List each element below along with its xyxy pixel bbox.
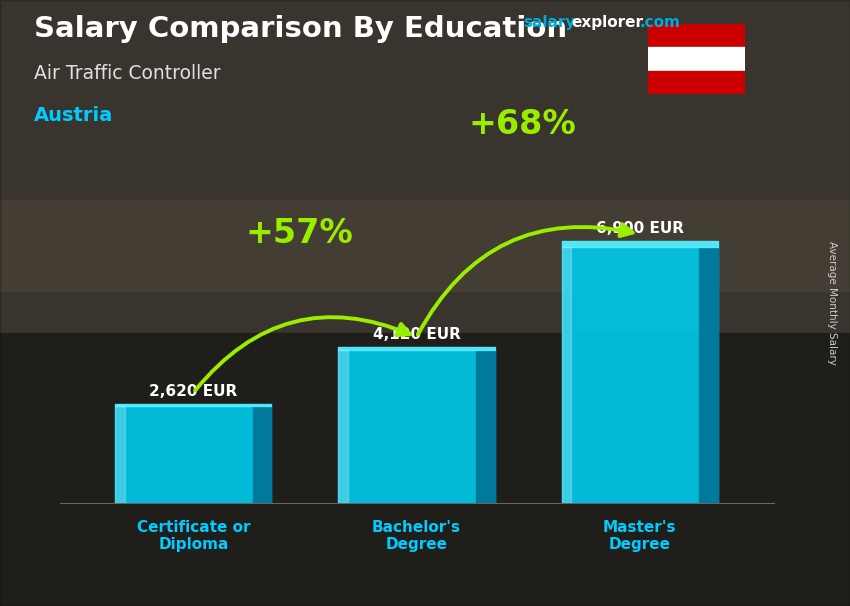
Bar — [562, 241, 717, 247]
Bar — [562, 247, 717, 503]
Text: 2,620 EUR: 2,620 EUR — [150, 384, 237, 399]
Text: Average Monthly Salary: Average Monthly Salary — [827, 241, 837, 365]
Bar — [648, 71, 745, 94]
Text: +57%: +57% — [246, 217, 354, 250]
Text: Air Traffic Controller: Air Traffic Controller — [34, 64, 221, 82]
Bar — [338, 350, 495, 503]
Text: +68%: +68% — [468, 108, 576, 141]
Bar — [476, 350, 495, 503]
Text: explorer: explorer — [571, 15, 643, 30]
Bar — [116, 406, 125, 503]
Text: .com: .com — [639, 15, 680, 30]
Bar — [648, 24, 745, 47]
Bar — [338, 350, 348, 503]
Bar — [116, 406, 271, 503]
Bar — [338, 347, 495, 350]
Text: salary: salary — [523, 15, 575, 30]
Bar — [0, 0, 850, 333]
Text: Salary Comparison By Education: Salary Comparison By Education — [34, 15, 567, 43]
Text: 6,900 EUR: 6,900 EUR — [596, 221, 683, 236]
Bar — [699, 247, 717, 503]
Bar — [0, 333, 850, 606]
Text: Austria: Austria — [34, 106, 113, 125]
Bar — [0, 200, 850, 291]
Bar — [252, 406, 271, 503]
Bar — [562, 247, 571, 503]
Text: 4,120 EUR: 4,120 EUR — [372, 327, 461, 342]
Bar — [648, 47, 745, 71]
Bar — [116, 404, 271, 406]
